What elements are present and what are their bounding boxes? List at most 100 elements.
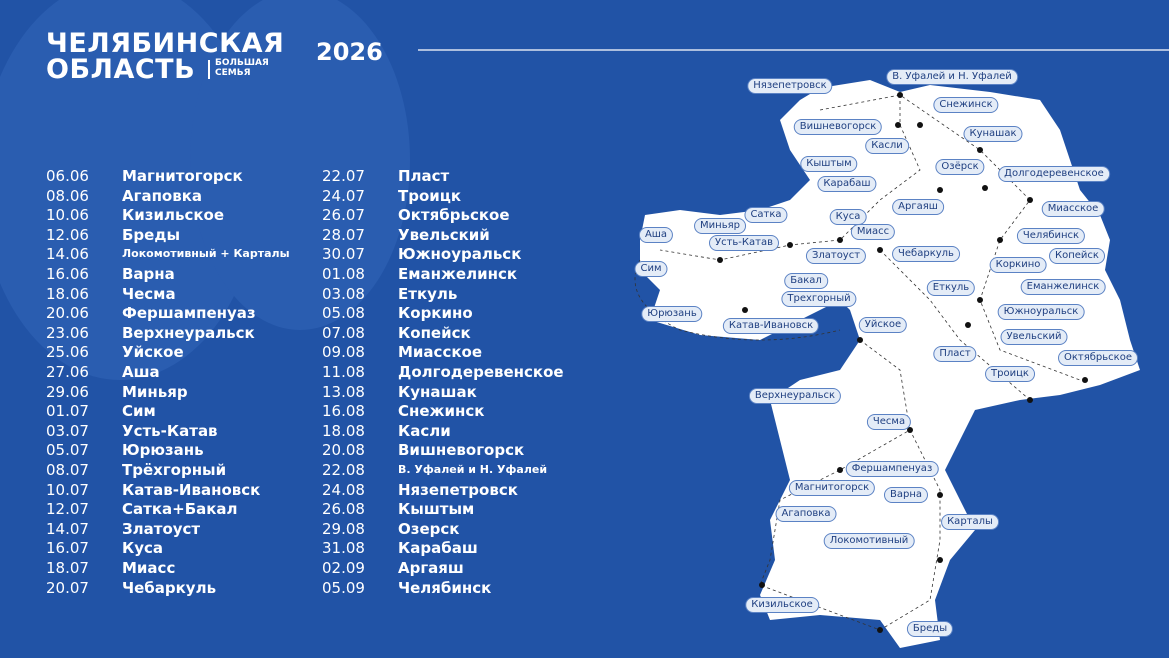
date: 08.07 — [46, 461, 89, 479]
city: Аргаяш — [398, 559, 464, 577]
city: Усть-Катав — [122, 421, 218, 440]
map-label: Касли — [865, 138, 909, 154]
city: Варна — [122, 265, 175, 283]
date: 05.07 — [46, 441, 89, 460]
map-label: Агаповка — [775, 506, 837, 522]
city-dots — [717, 92, 1088, 633]
map-label: Озёрск — [935, 159, 985, 175]
map-label: Катав-Ивановск — [722, 318, 820, 334]
city: Юрюзань — [122, 441, 204, 460]
date: 14.06 — [46, 245, 89, 264]
map-label: Сим — [634, 261, 668, 277]
city: Магнитогорск — [122, 167, 243, 185]
city: Агаповка — [122, 186, 203, 205]
date: 01.07 — [46, 402, 89, 421]
city: Нязепетровск — [398, 480, 518, 499]
date: 22.08 — [322, 461, 365, 479]
city: Снежинск — [398, 402, 485, 421]
date: 26.08 — [322, 500, 365, 519]
date: 22.07 — [322, 167, 365, 185]
date: 23.06 — [46, 323, 89, 342]
date: 18.08 — [322, 421, 365, 440]
divider — [208, 60, 210, 79]
map-label: Трехгорный — [781, 291, 857, 307]
map-label: Копейск — [1049, 248, 1105, 264]
city: Вишневогорск — [398, 441, 525, 460]
date: 26.07 — [322, 206, 365, 225]
date: 25.06 — [46, 343, 89, 362]
city: Кунашак — [398, 382, 477, 401]
date: 02.09 — [322, 559, 365, 577]
map-label: Миасское — [1041, 201, 1105, 217]
map-label: Миньяр — [694, 218, 746, 234]
date: 28.07 — [322, 225, 365, 244]
map-label: Кизильское — [745, 597, 819, 613]
map-label: Карабаш — [817, 176, 877, 192]
date: 16.06 — [46, 265, 89, 283]
map-label: Верхнеуральск — [748, 388, 842, 404]
city: Миасское — [398, 343, 483, 362]
map-label: Чесма — [866, 414, 912, 430]
map-label: Уйское — [858, 317, 908, 333]
date: 29.06 — [46, 382, 89, 401]
date: 18.06 — [46, 284, 89, 303]
date: 27.06 — [46, 363, 89, 381]
date: 18.07 — [46, 559, 89, 577]
map-label: Южноуральск — [997, 304, 1085, 320]
date: 10.07 — [46, 480, 89, 499]
map-label: Пласт — [933, 346, 977, 362]
date: 03.07 — [46, 421, 89, 440]
map-label: Юрюзань — [641, 306, 703, 322]
city: Касли — [398, 421, 451, 440]
title: ОБЛАСТЬ — [46, 54, 196, 85]
date: 11.08 — [322, 363, 365, 381]
date: 20.08 — [322, 441, 365, 460]
city: Златоуст — [122, 519, 201, 538]
map-label: Увельский — [1000, 329, 1068, 345]
map-label: Вишневогорск — [793, 119, 883, 135]
map-label: Долгодеревенское — [998, 166, 1110, 182]
map-label: Аргаяш — [892, 199, 944, 215]
city: Сатка+Бакал — [122, 500, 238, 519]
city: Кыштым — [398, 500, 475, 519]
map-label: Усть-Катав — [709, 235, 779, 251]
map-label: Бакал — [784, 273, 828, 289]
city: Долгодеревенское — [398, 363, 564, 381]
date: 24.07 — [322, 186, 365, 205]
map-label: Фершампенуаз — [845, 461, 939, 477]
city: Трёхгорный — [122, 461, 227, 479]
date: 16.08 — [322, 402, 365, 421]
map-label: Кыштым — [800, 156, 858, 172]
city: Копейск — [398, 323, 471, 342]
city: Локомотивный + Карталы — [122, 247, 290, 261]
map-label: Октябрьское — [1058, 350, 1138, 366]
city: Троицк — [398, 186, 462, 205]
map-label: Карталы — [941, 514, 999, 530]
map-label: Челябинск — [1016, 228, 1086, 244]
map-label: Сатка — [744, 207, 788, 223]
map-label: Еткуль — [926, 280, 976, 296]
city: Миньяр — [122, 382, 188, 401]
city: Фершампенуаз — [122, 304, 256, 323]
date: 09.08 — [322, 343, 365, 362]
date: 14.07 — [46, 519, 89, 538]
city: Аша — [122, 363, 160, 381]
map-label: В. Уфалей и Н. Уфалей — [886, 69, 1018, 85]
date: 13.08 — [322, 382, 365, 401]
city: Миасс — [122, 559, 176, 577]
map-label: Куса — [829, 209, 867, 225]
map-label: Миасс — [850, 224, 896, 240]
date: 31.08 — [322, 539, 365, 558]
date: 20.06 — [46, 304, 89, 323]
city: Сим — [122, 402, 156, 421]
map-label: Кунашак — [963, 126, 1023, 142]
decor — [0, 0, 260, 380]
map-label: Снежинск — [933, 97, 999, 113]
date: 03.08 — [322, 284, 365, 303]
city: Челябинск — [398, 578, 492, 597]
year: 2026 — [316, 38, 383, 66]
city: Чебаркуль — [122, 578, 217, 597]
date: 12.06 — [46, 225, 89, 244]
city: Увельский — [398, 225, 490, 244]
